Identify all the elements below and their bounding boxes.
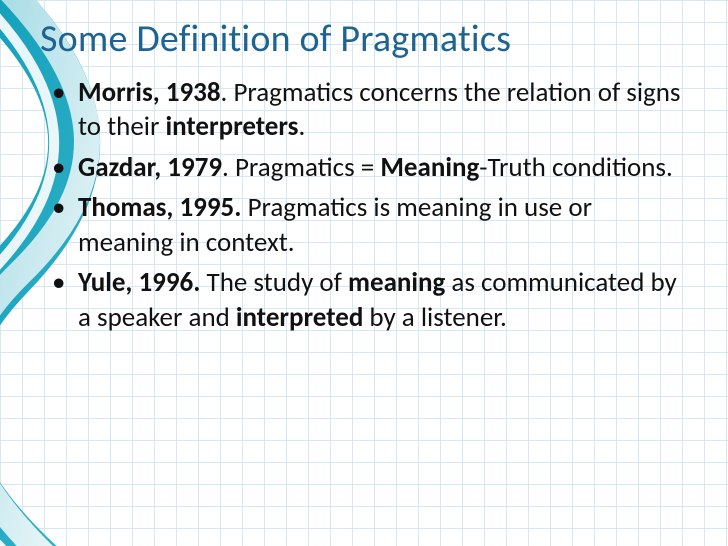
author: Morris, 1938	[78, 76, 221, 109]
keyword: interpreters	[166, 110, 299, 143]
sep: .	[222, 151, 235, 184]
definition-post: by a listener.	[363, 301, 507, 334]
definition-post: -Truth conditions.	[479, 151, 673, 184]
list-item: Morris, 1938. Pragmatics concerns the re…	[52, 76, 688, 145]
list-item: Gazdar, 1979. Pragmatics = Meaning-Truth…	[52, 151, 688, 186]
slide: Some Definition of Pragmatics Morris, 19…	[0, 0, 728, 546]
definition-post: .	[298, 110, 305, 143]
sep: .	[221, 76, 234, 109]
author: Yule, 1996.	[78, 266, 200, 299]
keyword: meaning	[348, 266, 445, 299]
definition-pre: The study of	[207, 266, 348, 299]
keyword: Meaning	[380, 151, 479, 184]
list-item: Thomas, 1995. Pragmatics is meaning in u…	[52, 191, 688, 260]
slide-content: Some Definition of Pragmatics Morris, 19…	[0, 0, 728, 362]
author: Thomas, 1995.	[78, 191, 241, 224]
list-item: Yule, 1996. The study of meaning as comm…	[52, 266, 688, 335]
keyword-2: interpreted	[236, 301, 363, 334]
author: Gazdar, 1979	[78, 151, 222, 184]
slide-title: Some Definition of Pragmatics	[40, 18, 688, 62]
definition-pre: Pragmatics =	[235, 151, 380, 184]
bullet-list: Morris, 1938. Pragmatics concerns the re…	[40, 76, 688, 336]
